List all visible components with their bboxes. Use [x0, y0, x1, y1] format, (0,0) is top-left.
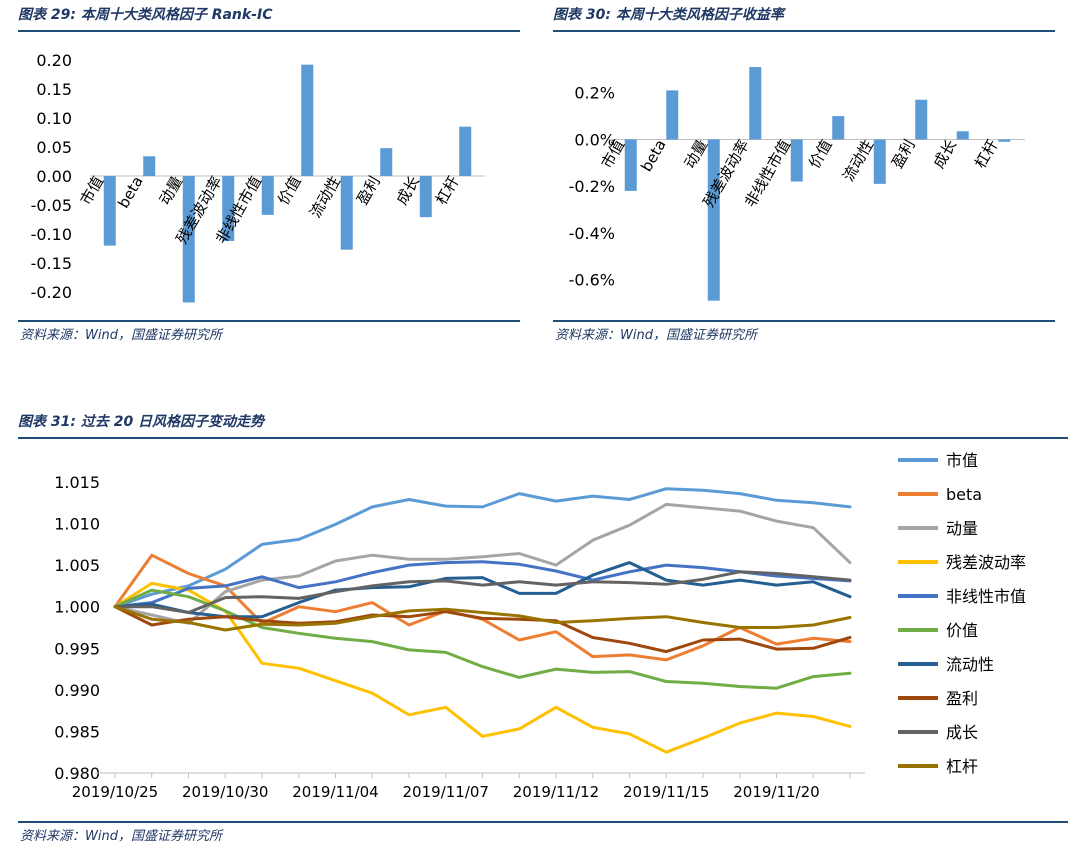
y-tick-label: -0.20 — [31, 283, 72, 302]
x-tick-label: 2019/11/12 — [513, 783, 599, 801]
bar — [666, 90, 679, 140]
y-tick-label: 1.010 — [54, 515, 100, 534]
x-category-label: 流动性 — [306, 173, 344, 221]
factor-trend-line-chart: 1.015 1.010 1.005 1.000 0.995 0.990 0.985 0.980… — [54, 451, 1026, 801]
x-category-label: 市值 — [77, 173, 108, 208]
legend-label: 价值 — [946, 621, 978, 640]
legend-label: 盈利 — [946, 689, 978, 708]
x-category-label: 杠杆 — [971, 136, 1002, 171]
bar — [222, 176, 235, 241]
bar — [419, 176, 432, 218]
y-tick-label: 0.10 — [36, 109, 72, 128]
legend-label: 残差波动率 — [946, 553, 1026, 572]
y-tick-label: 0.995 — [54, 639, 100, 658]
y-tick-label: 1.005 — [54, 556, 100, 575]
chart31-title: 图表 31: 过去 20 日风格因子变动走势 — [18, 414, 265, 430]
y-tick-label: -0.4% — [569, 224, 615, 243]
x-category-label: 流动性 — [839, 136, 877, 184]
chart30-source: 资料来源：Wind，国盛证券研究所 — [555, 328, 757, 343]
bar — [103, 176, 116, 246]
legend-label: 非线性市值 — [946, 587, 1026, 606]
x-category-label: 成长 — [393, 173, 424, 208]
chart31-top-rule — [18, 437, 1068, 439]
bar — [749, 67, 762, 140]
x-category-label: 盈利 — [888, 136, 919, 171]
bar — [956, 131, 969, 140]
bar — [790, 139, 803, 182]
y-tick-label: 0.2% — [574, 84, 615, 103]
y-tick-label: 0.980 — [54, 764, 100, 783]
y-tick-label: -0.05 — [31, 196, 72, 215]
legend-label: 杠杆 — [946, 757, 978, 776]
bar — [707, 139, 720, 301]
bar — [380, 148, 393, 176]
chart31-source: 资料来源：Wind，国盛证券研究所 — [20, 829, 222, 844]
bar — [873, 139, 886, 184]
x-tick-label: 2019/11/20 — [733, 783, 819, 801]
series-line — [113, 487, 852, 609]
x-category-label: 动量 — [156, 173, 187, 208]
series-line — [113, 570, 852, 614]
legend-label: beta — [946, 485, 982, 504]
bar — [301, 64, 314, 176]
x-tick-label: 2019/11/04 — [292, 783, 378, 801]
y-tick-label: 0.05 — [36, 138, 72, 157]
chart31-bottom-rule — [18, 821, 1068, 823]
y-tick-label: -0.10 — [31, 225, 72, 244]
y-tick-label: -0.15 — [31, 254, 72, 273]
y-tick-label: 0.00 — [36, 167, 72, 186]
x-category-label: 价值 — [805, 136, 836, 171]
bar — [143, 156, 156, 176]
y-tick-label: 0.990 — [54, 681, 100, 700]
bar — [459, 126, 472, 176]
legend-label: 流动性 — [946, 655, 994, 674]
x-category-label: beta — [637, 136, 670, 174]
x-category-label: 动量 — [681, 136, 712, 171]
x-category-label: 成长 — [930, 136, 961, 171]
chart29-title: 图表 29: 本周十大类风格因子 Rank-IC — [18, 7, 273, 23]
x-category-label: 杠杆 — [432, 173, 463, 208]
bar — [182, 176, 195, 303]
x-tick-label: 2019/11/07 — [403, 783, 489, 801]
bar — [915, 99, 928, 140]
x-tick-label: 2019/11/15 — [623, 783, 709, 801]
y-tick-label: 1.000 — [54, 598, 100, 617]
return-bar-chart: 0.2%0.0%-0.2%-0.4%-0.6%市值 beta 动量残差波动率非线性市… — [569, 67, 1025, 301]
legend-label: 动量 — [946, 519, 978, 538]
bar — [624, 139, 637, 191]
x-tick-label: 2019/10/30 — [182, 783, 268, 801]
series-line — [113, 502, 852, 625]
chart29-bottom-rule — [18, 320, 520, 322]
chart30-top-rule — [553, 30, 1055, 32]
x-category-label: beta — [114, 173, 147, 211]
x-category-label: 盈利 — [353, 173, 384, 208]
series-line — [113, 605, 852, 654]
series-line — [113, 560, 852, 609]
x-category-label: 价值 — [274, 173, 305, 208]
bar — [832, 116, 845, 140]
bar — [998, 139, 1011, 142]
y-tick-label: -0.6% — [569, 271, 615, 290]
chart30-bottom-rule — [553, 320, 1055, 322]
rank-ic-bar-chart: 0.20 0.15 0.10 0.05 0.00 -0.05 -0.10 -0.15 -0.20… — [31, 51, 485, 303]
y-tick-label: 0.20 — [36, 51, 72, 70]
chart29-top-rule — [18, 30, 520, 32]
x-tick-label: 2019/10/25 — [72, 783, 158, 801]
bar — [340, 176, 353, 250]
y-tick-label: 0.985 — [54, 722, 100, 741]
chart29-source: 资料来源：Wind，国盛证券研究所 — [20, 328, 222, 343]
y-tick-label: 1.015 — [54, 473, 100, 492]
legend-label: 市值 — [946, 451, 978, 470]
y-tick-label: 0.0% — [574, 130, 615, 149]
y-tick-label: -0.2% — [569, 177, 615, 196]
legend-label: 成长 — [946, 723, 978, 742]
y-tick-label: 0.15 — [36, 80, 72, 99]
bar — [261, 176, 274, 215]
series-line — [113, 605, 852, 632]
chart30-title: 图表 30: 本周十大类风格因子收益率 — [553, 7, 784, 23]
